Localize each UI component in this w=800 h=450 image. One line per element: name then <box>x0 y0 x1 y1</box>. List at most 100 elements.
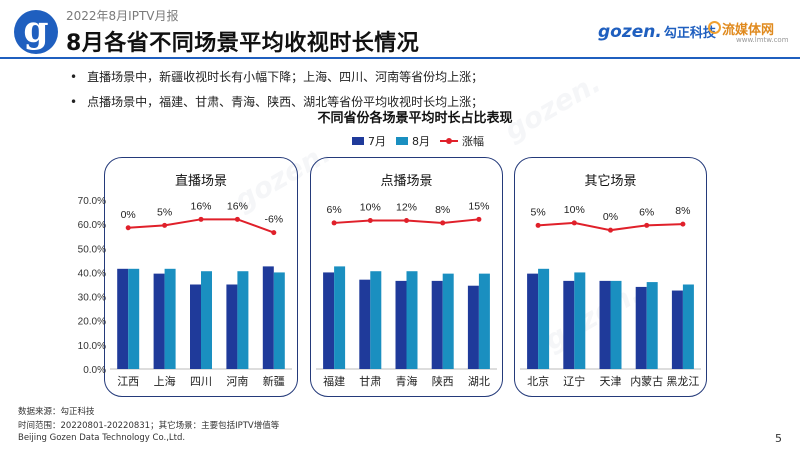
y-tick-label: 50.0% <box>78 244 106 255</box>
bar-july <box>117 268 129 369</box>
footer-period: 时间范围：20220801-20220831；其它场景：主要包括IPTV增值等 <box>18 421 280 431</box>
gozen-logo-icon: g <box>14 10 58 54</box>
y-tick-label: 30.0% <box>78 293 106 304</box>
panel-title-live: 直播场景 <box>174 174 227 189</box>
bullet-item: 直播场景中，新疆收视时长有小幅下降；上海、四川、河南等省份均上涨； <box>70 68 483 85</box>
header-divider <box>0 57 800 59</box>
y-tick-label: 40.0% <box>78 268 106 279</box>
panel-vod <box>310 157 503 397</box>
x-tick-label: 福建 <box>323 374 345 388</box>
change-marker <box>198 216 204 222</box>
change-data-label: 0% <box>121 209 136 221</box>
change-marker <box>535 222 541 228</box>
change-data-label: 6% <box>639 206 654 218</box>
change-marker <box>440 220 446 226</box>
bar-july <box>635 286 647 369</box>
change-marker <box>571 220 577 226</box>
legend-label-change: 涨幅 <box>462 135 484 148</box>
x-tick-label: 湖北 <box>468 375 490 388</box>
change-marker <box>271 230 277 236</box>
bar-august <box>682 284 694 369</box>
change-marker <box>125 225 131 231</box>
chart-legend: 7月 8月 涨幅 <box>352 133 494 149</box>
change-data-label: 5% <box>157 206 172 218</box>
bar-august <box>646 282 658 369</box>
bar-august <box>334 266 346 369</box>
change-data-label: 12% <box>396 202 417 214</box>
change-data-label: 10% <box>564 204 585 216</box>
bar-august <box>610 280 622 369</box>
y-tick-label: 20.0% <box>78 317 106 328</box>
x-tick-label: 陕西 <box>432 374 454 388</box>
change-data-label: 15% <box>468 200 489 212</box>
page-number: 5 <box>775 432 782 445</box>
bar-july <box>359 279 371 369</box>
change-marker <box>680 221 686 227</box>
x-tick-label: 辽宁 <box>563 374 585 388</box>
legend-label-august: 8月 <box>412 135 430 148</box>
bar-august <box>128 268 140 369</box>
y-tick-label: 10.0% <box>78 341 106 352</box>
change-data-label: 8% <box>675 205 690 217</box>
change-data-label: 6% <box>327 204 342 216</box>
panel-live <box>104 157 298 397</box>
bar-july <box>671 290 683 369</box>
brand-lmtw-url: www.lmtw.com <box>736 36 789 44</box>
change-data-label: 16% <box>190 200 211 212</box>
bar-july <box>190 284 201 369</box>
panel-title-other: 其它场景 <box>584 174 637 189</box>
bar-august <box>370 271 382 369</box>
bar-august <box>406 271 418 369</box>
brand-lmtw-text: 流媒体网 <box>722 23 775 38</box>
change-data-label: 10% <box>360 202 381 214</box>
bar-july <box>395 280 407 369</box>
bar-july <box>262 266 274 369</box>
brand-gozen-cn: 勾正科技 <box>663 26 716 41</box>
report-label: 2022年8月IPTV月报 <box>66 9 179 23</box>
x-tick-label: 天津 <box>600 375 622 388</box>
x-tick-label: 上海 <box>154 374 176 388</box>
bar-july <box>431 280 443 369</box>
y-tick-label: 60.0% <box>78 220 106 231</box>
bar-july <box>153 273 165 369</box>
y-tick-label: 70.0% <box>78 196 106 207</box>
legend-item-july: 7月 <box>352 133 386 149</box>
bar-july <box>323 272 335 369</box>
bar-august <box>164 268 176 369</box>
bar-july <box>226 284 238 369</box>
change-marker <box>162 222 168 228</box>
bullet-item: 点播场景中，福建、甘肃、青海、陕西、湖北等省份平均收视时长均上涨； <box>70 93 483 110</box>
legend-swatch-august <box>396 137 408 145</box>
change-marker <box>234 216 240 222</box>
x-tick-label: 青海 <box>396 374 418 388</box>
y-tick-label: 0.0% <box>83 365 106 376</box>
summary-bullets: 直播场景中，新疆收视时长有小幅下降；上海、四川、河南等省份均上涨； 点播场景中，… <box>70 68 483 118</box>
bar-august <box>538 268 550 369</box>
change-data-label: 0% <box>603 211 618 223</box>
x-tick-label: 江西 <box>117 375 139 388</box>
x-tick-label: 四川 <box>190 375 212 388</box>
change-data-label: 8% <box>435 204 450 216</box>
change-marker <box>608 227 613 233</box>
change-marker <box>644 222 650 228</box>
panel-title-vod: 点播场景 <box>380 174 433 189</box>
x-tick-label: 新疆 <box>263 374 285 388</box>
change-marker <box>404 218 409 224</box>
footer-company: Beijing Gozen Data Technology Co.,Ltd. <box>18 433 186 443</box>
bar-july <box>599 280 611 369</box>
brand-gozen-text: gozen. <box>598 22 662 42</box>
legend-item-change: 涨幅 <box>440 133 484 149</box>
x-tick-label: 北京 <box>527 374 549 388</box>
change-data-label: -6% <box>264 214 283 226</box>
x-tick-label: 甘肃 <box>359 375 381 388</box>
page-title: 8月各省不同场景平均收视时长情况 <box>66 31 420 56</box>
change-data-label: 5% <box>531 206 546 218</box>
x-tick-label: 内蒙古 <box>630 374 663 388</box>
legend-line-change <box>440 138 458 144</box>
bar-august <box>201 271 212 369</box>
change-marker <box>476 216 482 222</box>
bar-august <box>574 272 586 369</box>
bar-august <box>478 273 490 369</box>
bar-august <box>237 271 249 369</box>
